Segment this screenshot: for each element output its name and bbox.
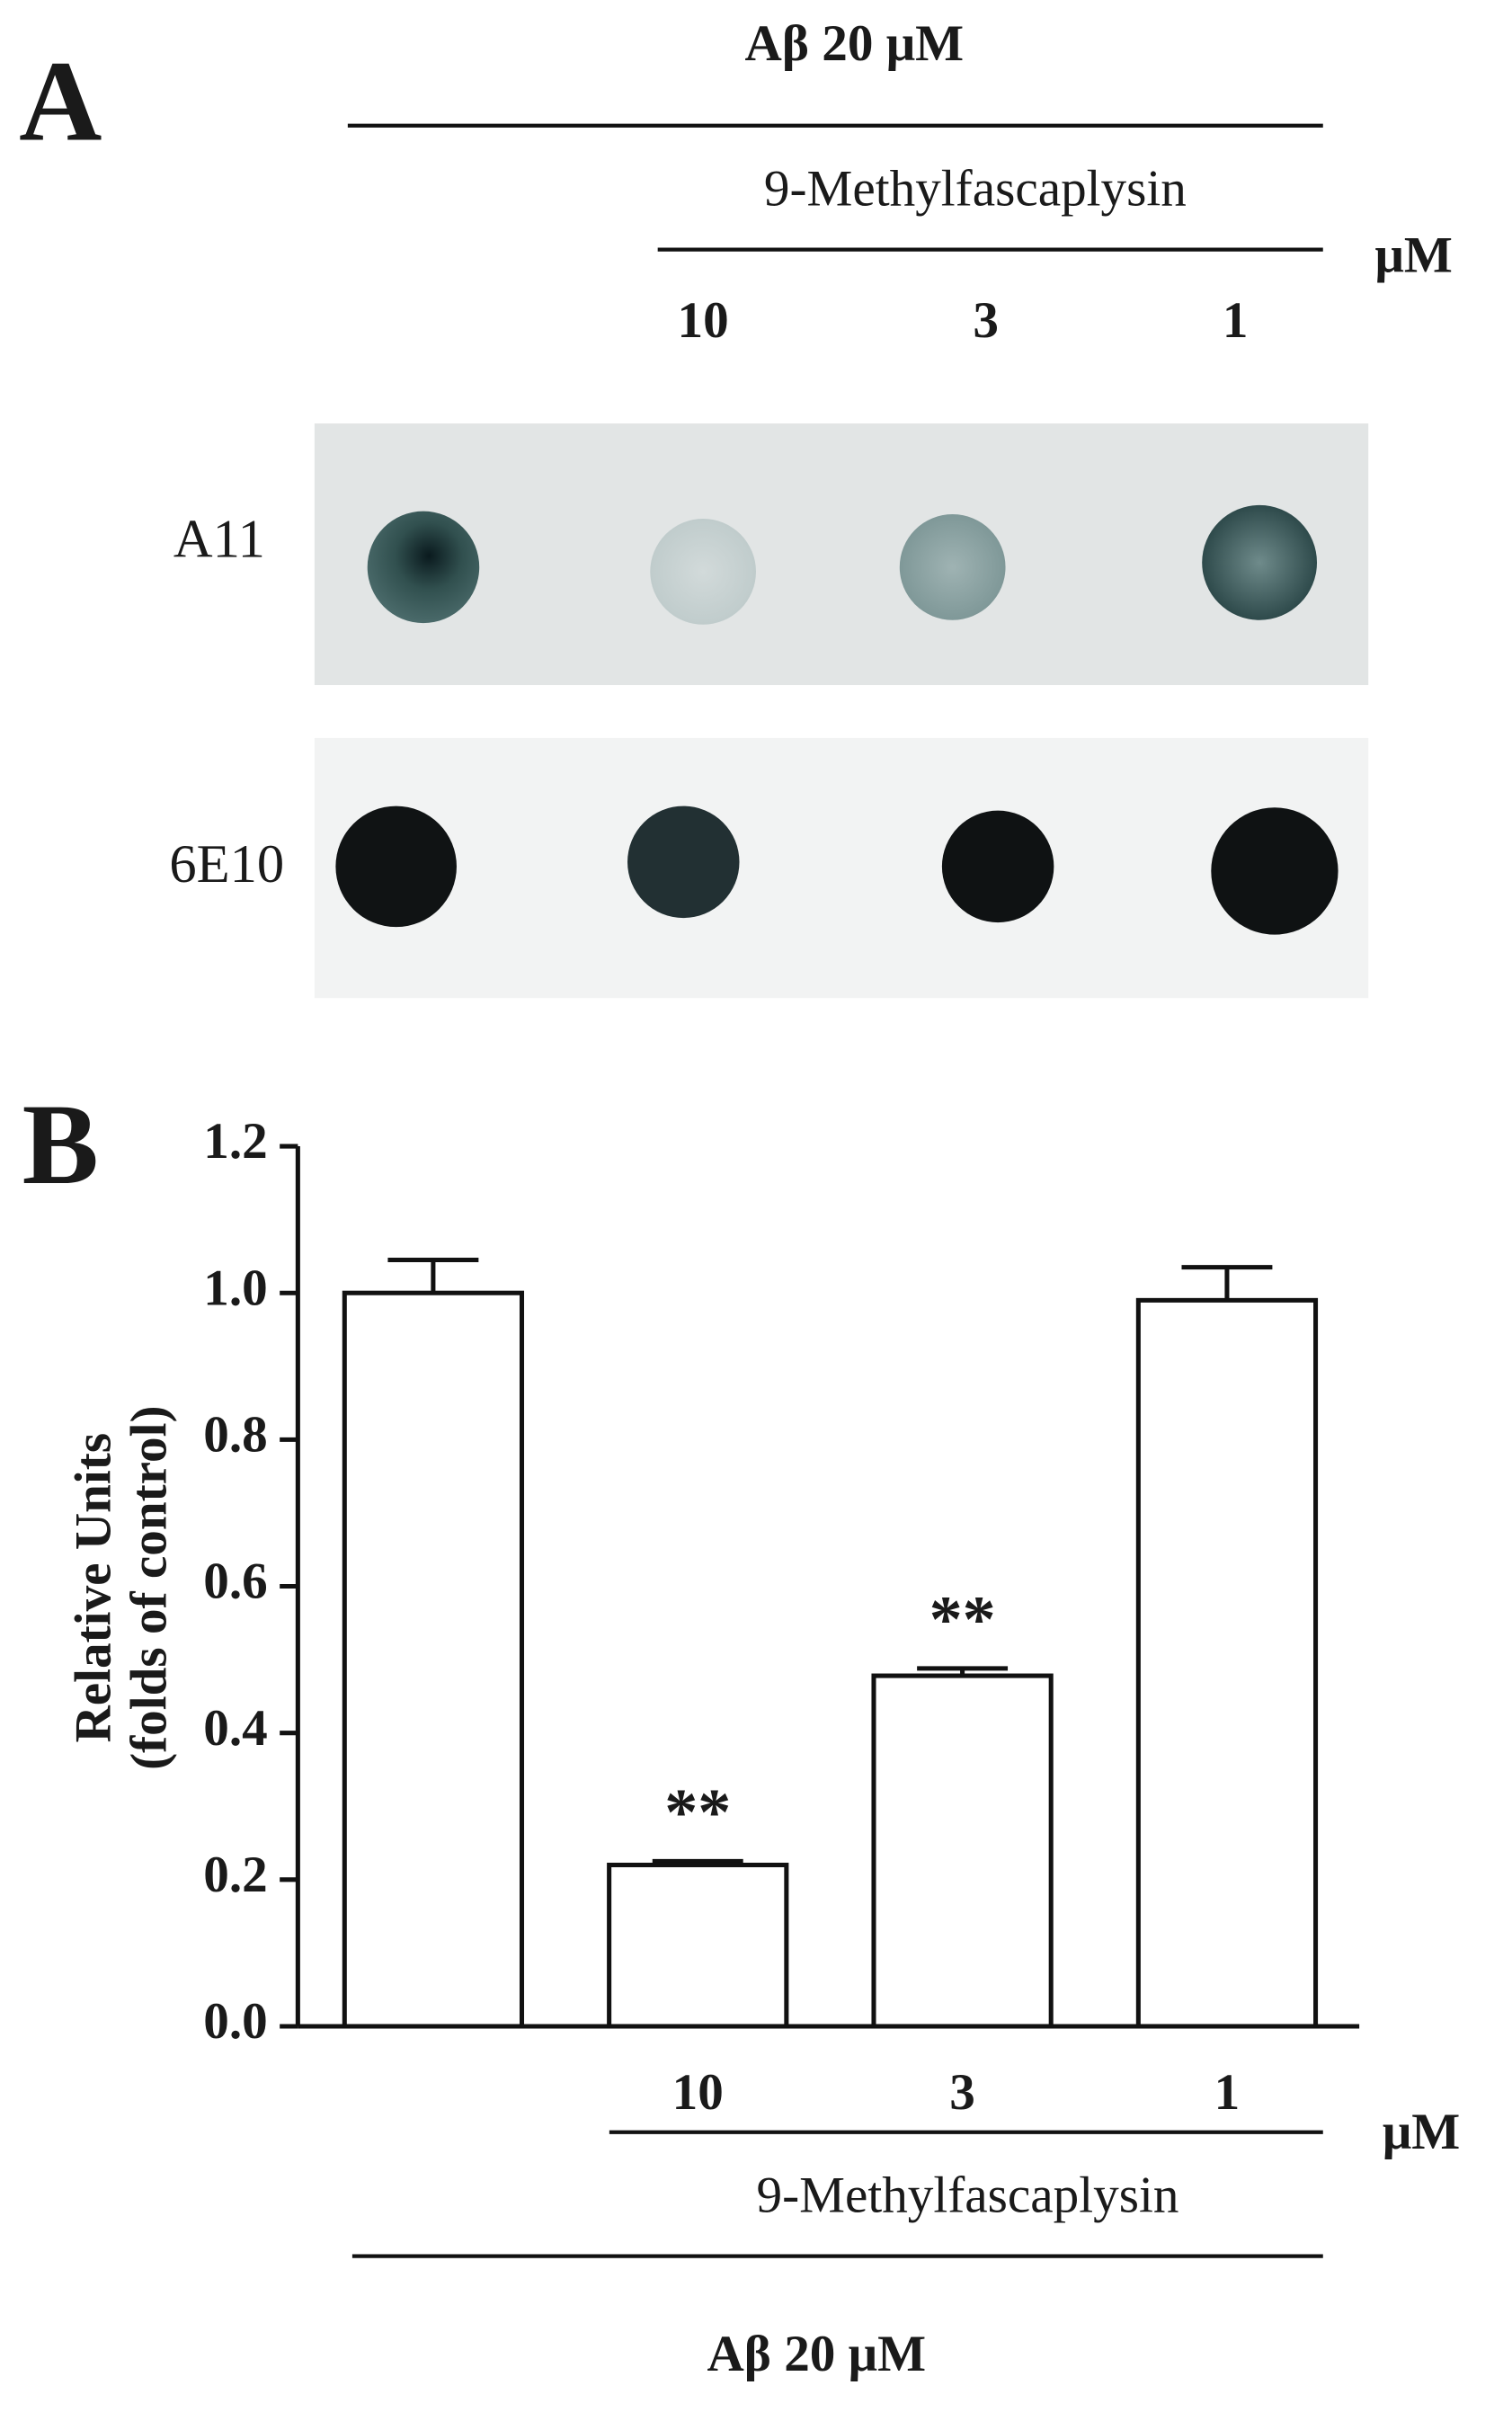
blot-dot (1211, 807, 1339, 935)
x-tick-label: 3 (949, 2064, 975, 2121)
bar (607, 1862, 789, 2029)
dose-label: 3 (973, 292, 999, 349)
panel-b: B Relative Units (folds of control) μM 9… (22, 1081, 1461, 2382)
y-axis-label: (folds of control) (121, 1405, 178, 1769)
row-label: A11 (173, 510, 265, 570)
y-tick-label: 0.2 (203, 1847, 267, 1903)
error-bar (1181, 1265, 1273, 1301)
unit-label: μM (1383, 2104, 1460, 2160)
dose-label: 10 (678, 292, 729, 349)
panel-a: A Aβ 20 μM 9-Methylfascaplysin μM 10 3 1… (19, 15, 1453, 999)
treatment-label: Aβ 20 μM (745, 15, 965, 72)
unit-label: μM (1374, 227, 1452, 284)
x-tick-label: 10 (672, 2064, 724, 2121)
blot-dot (899, 513, 1006, 620)
compound-label: 9-Methylfascaplysin (764, 161, 1187, 218)
blot-dot (627, 805, 740, 919)
y-tick-label: 1.0 (203, 1259, 267, 1316)
compound-label: 9-Methylfascaplysin (756, 2167, 1178, 2224)
panel-label: A (19, 38, 102, 165)
blot-dot (941, 810, 1054, 923)
blot-dot (367, 511, 480, 624)
significance-mark: ** (929, 1583, 996, 1657)
blot-dot (335, 805, 457, 928)
blot-dot (650, 519, 756, 625)
blot-membrane (314, 737, 1369, 999)
bar (1135, 1297, 1319, 2029)
y-axis-label: Relative Units (65, 1433, 121, 1743)
x-tick-label: 1 (1214, 2064, 1241, 2121)
y-tick-label: 0.4 (203, 1700, 267, 1757)
blot-membrane (314, 423, 1369, 686)
blot-dot (1202, 504, 1318, 620)
bar (871, 1673, 1054, 2029)
y-tick-label: 0.8 (203, 1406, 267, 1463)
row-label: 6E10 (169, 834, 284, 894)
panel-label: B (22, 1081, 99, 1208)
error-bar (387, 1257, 479, 1294)
bar (342, 1290, 525, 2029)
dose-label: 1 (1223, 292, 1249, 349)
treatment-label: Aβ 20 μM (707, 2326, 927, 2382)
y-tick-label: 0.6 (203, 1553, 267, 1610)
significance-mark: ** (664, 1776, 731, 1849)
y-tick-label: 1.2 (203, 1113, 267, 1170)
y-tick-label: 0.0 (203, 1993, 267, 2050)
